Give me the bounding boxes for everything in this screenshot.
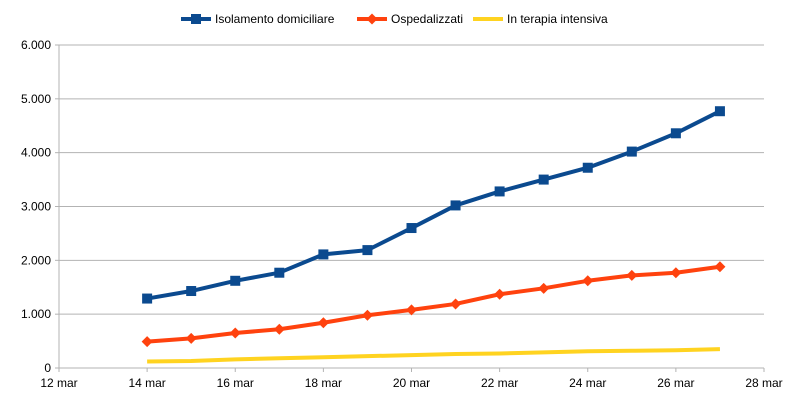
data-point: [538, 282, 550, 294]
x-tick-label: 20 mar: [393, 376, 430, 390]
axes: [55, 44, 765, 372]
data-point: [670, 128, 681, 139]
x-tick-label: 12 mar: [40, 376, 77, 390]
legend-item: In terapia intensiva: [473, 12, 608, 26]
y-tick-label: 5.000: [21, 92, 51, 106]
x-tick-label: 16 mar: [217, 376, 254, 390]
series-line: [146, 109, 721, 301]
x-tick-label: 14 mar: [128, 376, 165, 390]
x-tick-label: 22 mar: [481, 376, 518, 390]
data-point: [142, 293, 153, 304]
y-tick-label: 0: [44, 361, 51, 375]
legend-label: In terapia intensiva: [507, 12, 608, 26]
data-point: [230, 275, 241, 286]
y-tick-label: 2.000: [21, 253, 51, 267]
data-point: [186, 286, 197, 297]
legend-marker: [191, 14, 201, 24]
data-point: [229, 327, 241, 339]
data-point: [626, 146, 637, 157]
data-point: [317, 317, 329, 329]
data-point: [582, 162, 593, 173]
data-point: [670, 267, 682, 279]
legend: Isolamento domiciliare Ospedalizzati In te…: [181, 12, 608, 26]
legend-label: Isolamento domiciliare: [215, 12, 335, 26]
tick-labels: 0 1.000 2.000 3.000 4.000 5.000 6.000 12 mar 14 …: [21, 38, 783, 390]
data-point: [494, 186, 505, 197]
x-tick-label: 26 mar: [657, 376, 694, 390]
data-point: [318, 249, 329, 260]
x-tick-label: 18 mar: [305, 376, 342, 390]
legend-item: Isolamento domiciliare: [181, 12, 335, 26]
data-point: [273, 323, 285, 335]
data-point: [406, 304, 417, 316]
grid-lines: [59, 44, 764, 315]
data-point: [714, 261, 726, 273]
data-point: [406, 223, 417, 234]
y-tick-label: 1.000: [21, 307, 51, 321]
data-point: [274, 267, 285, 278]
data-point: [494, 288, 506, 300]
series-line: [147, 347, 720, 364]
series-line: [146, 264, 721, 344]
data-point: [185, 332, 197, 344]
legend-marker: [366, 13, 378, 25]
data-point: [582, 275, 594, 287]
y-tick-label: 3.000: [21, 200, 51, 214]
data-point: [141, 336, 153, 348]
y-tick-label: 4.000: [21, 146, 51, 160]
data-point: [626, 269, 638, 281]
data-point: [361, 309, 373, 321]
data-point: [538, 174, 549, 185]
data-point: [362, 245, 373, 256]
data-point: [714, 106, 725, 117]
legend-item: Ospedalizzati: [357, 12, 463, 26]
x-tick-label: 28 mar: [745, 376, 782, 390]
legend-label: Ospedalizzati: [391, 12, 463, 26]
x-tick-label: 24 mar: [569, 376, 606, 390]
y-tick-label: 6.000: [21, 38, 51, 52]
series-layer: [141, 106, 726, 364]
data-point: [450, 200, 461, 211]
data-point: [450, 298, 462, 310]
